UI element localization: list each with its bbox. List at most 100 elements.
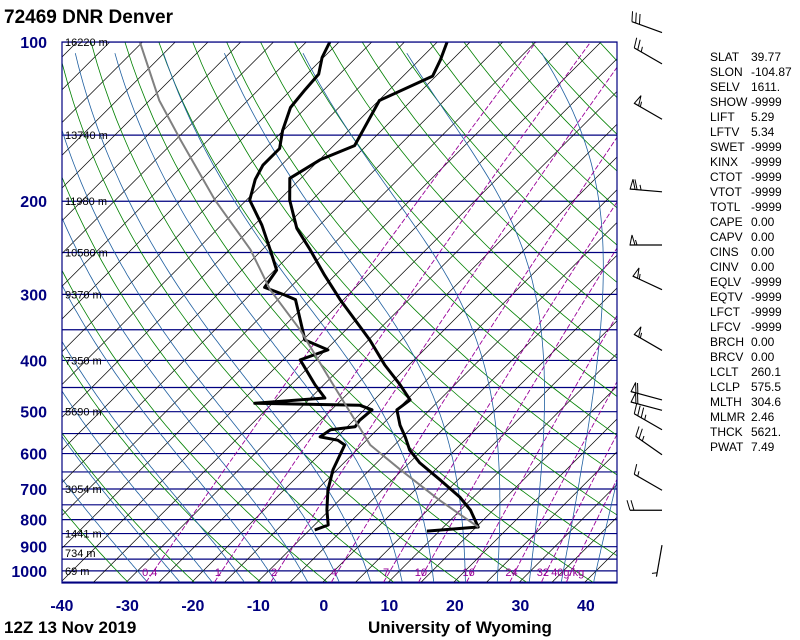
wind-barb-half [638,273,641,280]
mixing-ratio-label: 7 [383,567,389,579]
index-row-slat: SLAT 39.77 [710,50,781,64]
index-name: LFTV [710,125,740,139]
wind-barb [633,403,663,431]
footer-credit: University of Wyoming [368,618,552,637]
index-row-lclt: LCLT 260.1 [710,365,781,379]
index-value: 304.6 [751,395,782,409]
dry-adiabat-line [361,42,617,321]
wind-barb-full [638,13,641,25]
axis-labels: 0.4 1 2 4 7 10 16 24 32 40g/kg1002003004005006007… [11,35,594,615]
pressure-tick-label: 600 [20,447,47,464]
index-name: EQLV [710,275,742,289]
mixing-ratio-label: 1 [215,567,221,579]
wind-barb [633,95,663,120]
wind-barb-staff [655,545,663,577]
dry-adiabat-line [327,42,617,359]
wind-barb-half [639,101,643,107]
index-value: 0.00 [751,260,775,274]
wind-barb [630,382,663,401]
index-row-selv: SELV 1611. [710,80,780,94]
wind-barb [633,464,663,491]
wind-barb-flag [630,392,637,404]
wind-barb [630,392,663,411]
moist-adiabat-line [224,53,466,583]
index-value: 2.46 [751,410,775,424]
index-value: 0.00 [751,335,775,349]
temperature-tick-label: -40 [50,598,73,615]
temperature-tick-label: 0 [319,598,328,615]
index-row-totl: TOTL -9999 [710,200,782,214]
index-row-pwat: PWAT 7.49 [710,440,774,454]
mixing-ratio-label: 4 [331,567,337,579]
wind-barb-half [641,435,645,442]
dry-adiabat-line [90,42,527,583]
index-name: LCLT [710,365,739,379]
index-value: -9999 [751,170,782,184]
index-value: 5.34 [751,125,775,139]
isotherm-line [158,123,617,583]
index-row-swet: SWET -9999 [710,140,782,154]
index-name: BRCH [710,335,745,349]
mixing-ratio-line [509,380,617,583]
dry-adiabat-line [294,42,617,397]
isotherm-line [62,42,143,123]
height-label: 13740 m [65,130,108,142]
index-name: SELV [710,80,740,94]
isotherm-line [322,287,617,583]
index-value: 0.00 [751,350,775,364]
isotherm-line [420,385,617,583]
dry-adiabat-line [124,42,594,583]
index-value: -9999 [751,290,782,304]
wind-barb-full [637,405,641,416]
wind-barb-half [644,414,647,420]
index-row-kinx: KINX -9999 [710,155,782,169]
index-value: -9999 [751,320,782,334]
isotherm-line [62,42,372,353]
isotherm-line [191,156,617,583]
mixing-ratio-line [145,42,537,583]
isotherm-line [62,42,602,582]
index-row-cinv: CINV 0.00 [710,260,774,274]
index-row-ctot: CTOT -9999 [710,170,782,184]
index-row-capv: CAPV 0.00 [710,230,774,244]
dry-adiabat-line [62,269,328,583]
isotherm-line [355,320,617,583]
moist-adiabat-line [74,53,372,583]
mixing-ratio-line [330,136,617,583]
index-name: EQTV [710,290,743,304]
wind-barb [635,426,663,456]
footer-time: 12Z 13 Nov 2019 [4,618,136,637]
dry-adiabat-line [192,42,617,516]
index-name: LFCV [710,320,741,334]
wind-barb-full [631,11,634,22]
isotherm-line [62,42,340,320]
mixing-ratio-line [214,42,591,583]
isotherm-line [486,451,617,583]
index-name: CAPE [710,215,743,229]
mixing-ratio-label: 10 [415,567,427,579]
index-row-lift: LIFT 5.29 [710,110,774,124]
mixing-ratio-label: 2 [271,567,277,579]
moist-adiabat-line [406,52,545,583]
dry-adiabat-line [62,176,394,583]
index-value: 5621. [751,425,782,439]
index-name: SHOW [710,95,748,109]
mixing-ratio-label: 16 [462,567,474,579]
height-label: 16220 m [65,37,108,49]
moist-adiabat-line [163,53,435,583]
height-label: 10580 m [65,247,108,259]
isotherm-line [0,42,12,582]
mixing-ratio-line [540,433,617,583]
index-name: PWAT [710,440,744,454]
isotherm-line [62,42,438,418]
temperature-tick-label: -30 [116,598,139,615]
index-name: KINX [710,155,739,169]
wind-barb [631,11,663,34]
index-value: 0.00 [751,245,775,259]
wind-barb [633,326,663,351]
isotherm-line [62,42,209,189]
plot-frame [61,41,618,584]
isotherm-line [62,42,241,222]
wind-barb-half [637,471,640,477]
